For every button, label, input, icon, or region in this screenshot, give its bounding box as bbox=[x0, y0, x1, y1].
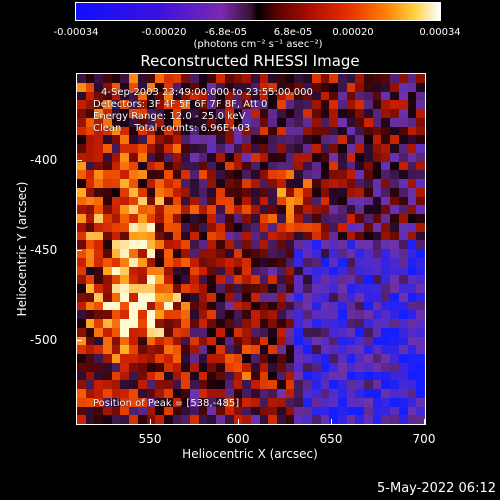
x-tickmark bbox=[150, 419, 151, 425]
colorbar-tick: 0.00020 bbox=[332, 27, 374, 38]
image-pixels bbox=[77, 74, 425, 424]
y-tick-label: -450 bbox=[30, 243, 58, 257]
colorbar-tick: 0.00034 bbox=[419, 27, 461, 38]
x-tickmark bbox=[331, 419, 332, 425]
colorbar-tick: -6.8e-05 bbox=[205, 27, 247, 38]
x-tickmark bbox=[424, 419, 425, 425]
y-tickmark bbox=[76, 160, 82, 161]
colorbar-tick: 6.8e-05 bbox=[273, 27, 313, 38]
x-tick-label: 600 bbox=[226, 432, 250, 446]
colorbar-unit: (photons cm⁻² s⁻¹ asec⁻²) bbox=[193, 39, 323, 50]
clean-counts-label: Clean Total counts: 6.96E+03 bbox=[93, 123, 251, 134]
time-range-label: 4-Sep-2003 23:49:00.000 to 23:55:00.000 bbox=[101, 87, 313, 98]
colorbar-tick: -0.00020 bbox=[141, 27, 187, 38]
colorbar-tick: -0.00034 bbox=[53, 27, 99, 38]
peak-position-label: Position of Peak = [538,-485] bbox=[93, 398, 240, 409]
plot-title: Reconstructed RHESSI Image bbox=[140, 52, 360, 70]
y-tick-label: -500 bbox=[30, 333, 58, 347]
x-tick-label: 550 bbox=[138, 432, 162, 446]
x-tick-label: 700 bbox=[412, 432, 436, 446]
y-axis-label: Heliocentric Y (arcsec) bbox=[15, 181, 29, 317]
rhessi-image: 4-Sep-2003 23:49:00.000 to 23:55:00.000 … bbox=[76, 73, 426, 425]
x-tick-label: 650 bbox=[319, 432, 343, 446]
x-axis-label: Heliocentric X (arcsec) bbox=[182, 447, 318, 461]
detectors-label: Detectors: 3F 4F 5F 6F 7F 8F, Att 0 bbox=[93, 99, 268, 110]
colorbar bbox=[75, 2, 441, 21]
energy-range-label: Energy Range: 12.0 - 25.0 keV bbox=[93, 111, 246, 122]
y-tick-label: -400 bbox=[30, 153, 58, 167]
x-tickmark bbox=[238, 419, 239, 425]
y-tickmark bbox=[76, 250, 82, 251]
timestamp: 5-May-2022 06:12 bbox=[377, 481, 496, 496]
y-tickmark bbox=[76, 340, 82, 341]
